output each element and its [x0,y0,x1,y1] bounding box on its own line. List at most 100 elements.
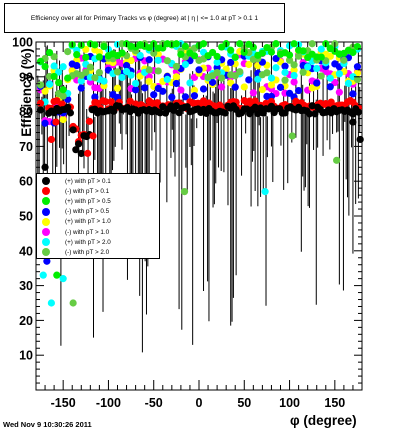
data-point [290,61,298,69]
data-point [177,50,185,58]
data-point [82,68,90,76]
data-point [50,72,58,81]
data-point [59,63,67,71]
data-point [77,77,85,85]
data-point [344,79,353,87]
data-point [159,103,167,111]
data-point [55,78,63,87]
data-point [290,78,298,86]
data-point [41,62,49,71]
x-tick-label: 50 [237,396,251,410]
y-tick-label: 90 [19,70,33,84]
data-point [333,156,341,164]
data-point [39,271,47,279]
legend-entry: (+) with pT > 1.0 [41,217,159,227]
legend-label: (-) with pT > 0.5 [65,208,110,216]
data-point [91,74,99,82]
data-point [353,42,362,51]
data-point [64,47,72,56]
data-point [218,74,226,82]
data-point [36,81,45,89]
legend-marker [41,176,51,186]
data-point [181,93,190,101]
data-point [190,86,199,94]
data-point [95,53,103,61]
data-point [47,135,55,144]
data-point [281,68,289,76]
data-point [122,61,131,70]
y-tick-label: 100 [12,36,33,50]
legend-label: (-) with pT > 1.0 [65,228,110,236]
data-point [84,149,92,157]
data-point [313,79,321,87]
legend-entry: (-) with pT > 1.0 [41,227,159,237]
data-point [64,74,72,82]
x-tick-label: 100 [279,396,300,410]
data-point [267,102,276,110]
data-point [249,43,257,51]
data-point [236,68,244,76]
data-point [159,44,167,52]
data-point [73,62,81,70]
data-point [41,119,49,127]
data-point [213,58,221,66]
legend-marker [41,217,51,227]
data-point [290,71,298,80]
legend-label: (-) with pT > 2.0 [65,248,110,256]
data-point [154,67,162,75]
data-point [53,271,61,279]
data-point [181,42,190,50]
data-point [72,146,80,154]
data-point [113,84,122,92]
data-point [82,45,90,54]
data-point [186,79,194,87]
y-tick-label: 40 [19,244,33,258]
data-point [41,163,49,171]
data-point [213,52,221,61]
y-tick-label: 70 [19,140,33,154]
data-point [77,149,85,158]
x-axis-label: φ (degree) [290,413,357,428]
data-point [326,74,334,82]
data-point [59,115,67,124]
data-point [136,51,144,60]
data-point [227,79,235,87]
data-point [281,62,289,70]
data-point [308,40,316,48]
data-point [263,44,271,52]
data-point [41,87,49,95]
data-point [85,117,94,125]
data-point [172,40,180,48]
data-point [150,49,158,57]
data-point [254,75,262,83]
data-point [349,90,357,98]
y-tick-label: 10 [19,349,33,363]
data-point [236,40,244,48]
data-point [349,48,357,57]
data-point [272,54,280,63]
data-point [110,107,118,115]
data-point [181,60,190,69]
data-point [213,63,221,72]
data-point [299,68,307,76]
data-point [218,83,226,91]
data-point [245,76,253,84]
legend-entry: (-) with pT > 0.5 [41,207,159,217]
data-point [36,99,45,107]
data-point [36,106,45,114]
data-point [251,103,259,111]
data-point [240,96,248,105]
legend-label: (+) with pT > 1.0 [65,218,111,226]
data-point [132,79,140,88]
data-point [102,98,110,106]
legend-marker [41,247,51,257]
data-point [64,103,72,111]
data-point [73,51,81,59]
data-point [335,88,343,96]
data-point [295,86,303,95]
data-point [53,97,61,105]
data-point [127,56,135,65]
data-point [55,68,63,76]
data-point [231,83,239,91]
data-point [335,70,343,78]
